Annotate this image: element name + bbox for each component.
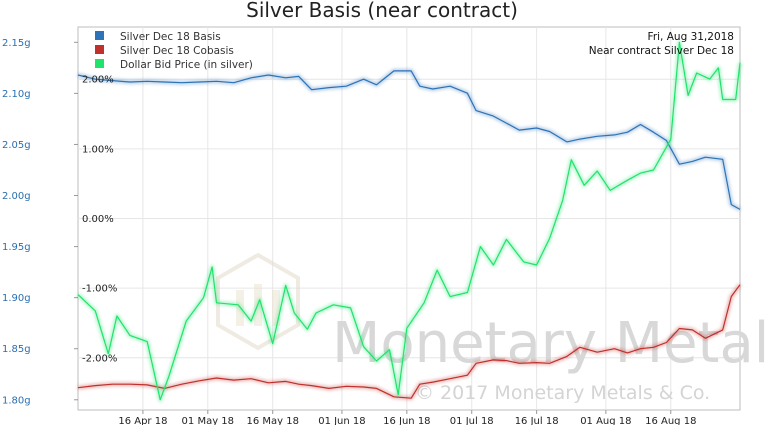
left-axis-tick-label: 1.80g	[2, 395, 31, 406]
left-axis-tick-label: 1.95g	[2, 242, 31, 253]
right-axis-tick-label: 2.00%	[82, 75, 114, 86]
left-axis-tick-label: 2.00g	[2, 191, 31, 202]
series-line-dollar-bid	[77, 41, 741, 401]
legend-label-cobasis: Silver Dec 18 Cobasis	[120, 45, 234, 57]
legend-label-basis: Silver Dec 18 Basis	[120, 31, 221, 43]
left-axis-tick-label: 2.15g	[2, 38, 31, 49]
legend-label-dollar-bid: Dollar Bid Price (in silver)	[120, 59, 253, 71]
right-axis-tick-label: 0.00%	[82, 214, 114, 225]
legend-swatch-basis	[95, 31, 104, 40]
axes: 16 Apr 18 01 May 18 16 May 18 01 Jun 18 16 J…	[2, 38, 696, 425]
grid-lines	[78, 27, 740, 410]
right-axis-tick-label: -2.00%	[82, 353, 117, 364]
x-tick-label: 01 May 18	[182, 416, 234, 425]
left-axis-tick-label: 1.90g	[2, 293, 31, 304]
x-tick-label: 16 Apr 18	[118, 416, 167, 425]
x-tick-label: 01 Jul 18	[450, 416, 494, 425]
legend: Silver Dec 18 Basis Silver Dec 18 Cobasi…	[95, 31, 253, 71]
left-axis-tick-label: 1.85g	[2, 344, 31, 355]
info-box: Fri, Aug 31,2018 Near contract Silver De…	[589, 31, 734, 57]
legend-swatch-dollar-bid	[95, 59, 104, 68]
x-tick-label: 16 Aug 18	[645, 416, 696, 425]
series-line-basis	[77, 70, 741, 210]
info-contract: Near contract Silver Dec 18	[589, 45, 734, 57]
left-axis-tick-label: 2.05g	[2, 140, 31, 151]
series-lines	[76, 40, 742, 402]
legend-swatch-cobasis	[95, 45, 104, 54]
right-axis-tick-label: 1.00%	[82, 144, 114, 155]
right-axis-tick-label: -1.00%	[82, 284, 117, 295]
x-tick-label: 01 Jun 18	[318, 416, 365, 425]
series-line-cobasis	[77, 284, 741, 399]
x-tick-label: 16 May 18	[246, 416, 298, 425]
watermark: Monetary Metals © 2017 Monetary Metals &…	[216, 252, 765, 404]
chart-title: Silver Basis (near contract)	[246, 0, 518, 22]
watermark-copyright: © 2017 Monetary Metals & Co.	[415, 382, 710, 404]
x-tick-label: 16 Jun 18	[383, 416, 430, 425]
x-tick-label: 01 Aug 18	[580, 416, 631, 425]
info-date: Fri, Aug 31,2018	[648, 31, 734, 43]
left-axis-tick-label: 2.10g	[2, 89, 31, 100]
x-tick-label: 16 Jul 18	[515, 416, 559, 425]
watermark-title: Monetary Metals	[332, 311, 765, 376]
